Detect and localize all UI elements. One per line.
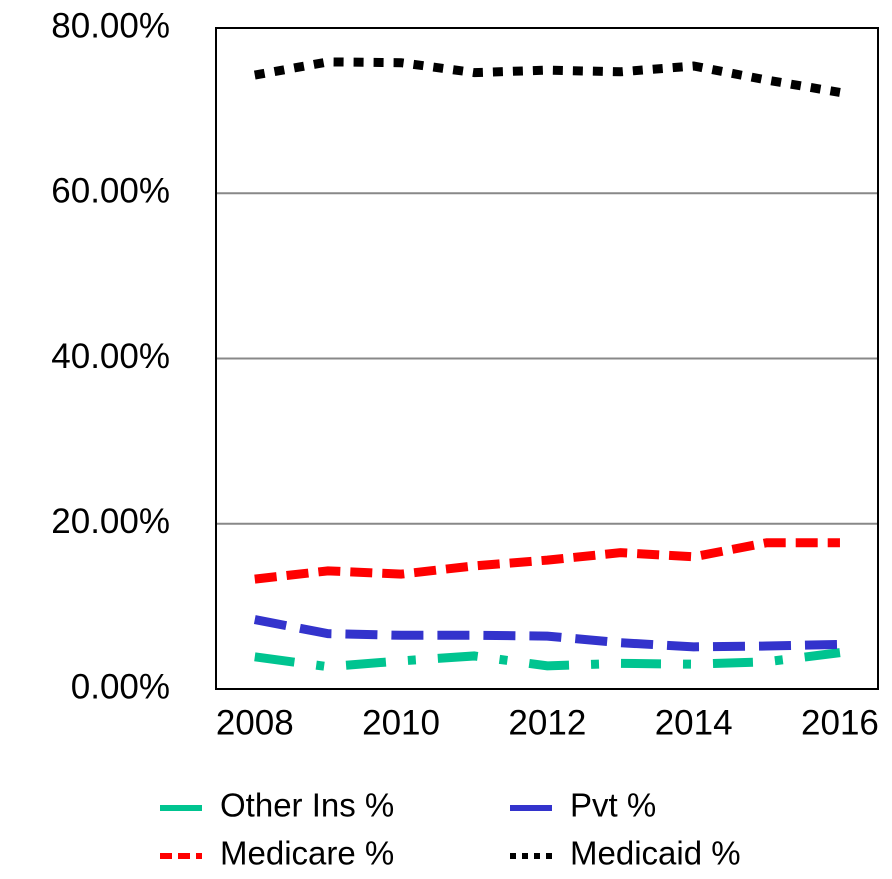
x-tick-label: 2016	[801, 703, 879, 742]
y-tick-label: 20.00%	[51, 502, 170, 541]
series-line	[254, 648, 841, 672]
legend-label: Pvt %	[570, 787, 656, 824]
y-tick-label: 0.00%	[71, 667, 170, 706]
legend-label: Medicaid %	[570, 835, 741, 872]
legend-label: Medicare %	[220, 835, 394, 872]
x-tick-label: 2012	[508, 703, 586, 742]
y-tick-label: 40.00%	[51, 337, 170, 376]
x-tick-label: 2008	[216, 703, 294, 742]
y-tick-label: 80.00%	[51, 6, 170, 45]
y-tick-label: 60.00%	[51, 172, 170, 211]
series-line	[254, 538, 840, 584]
x-tick-label: 2014	[655, 703, 733, 742]
series-line	[253, 615, 841, 652]
x-tick-label: 2010	[362, 703, 440, 742]
plot-border	[215, 27, 879, 690]
legend-label: Other Ins %	[220, 787, 394, 824]
